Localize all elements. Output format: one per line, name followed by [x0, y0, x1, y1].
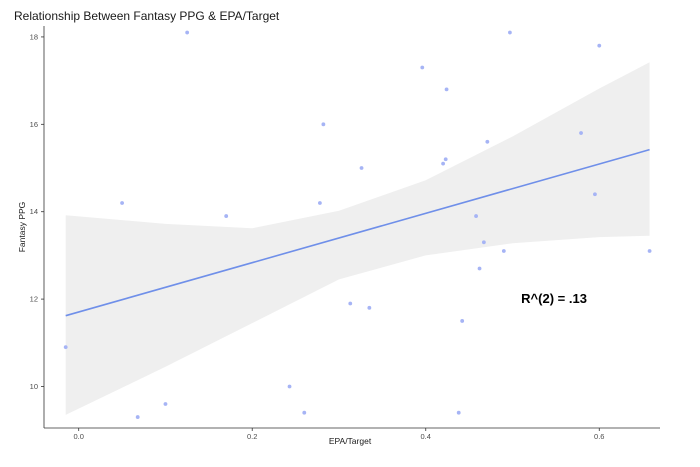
- data-point: [441, 161, 445, 166]
- data-point: [63, 345, 68, 350]
- y-axis-label: Fantasy PPG: [17, 202, 27, 253]
- data-point: [508, 30, 512, 35]
- chart-title: Relationship Between Fantasy PPG & EPA/T…: [14, 9, 280, 23]
- x-tick-label: 0.0: [73, 432, 83, 441]
- y-tick-label: 14: [30, 207, 38, 216]
- confidence-band-layer: [65, 62, 650, 415]
- data-point: [348, 301, 353, 306]
- data-point: [185, 30, 190, 35]
- data-point: [501, 249, 506, 253]
- data-point: [359, 166, 364, 170]
- y-tick-label: 12: [30, 295, 38, 304]
- data-point: [287, 384, 292, 389]
- data-point: [120, 201, 124, 205]
- x-tick-label: 0.2: [247, 432, 257, 441]
- data-point: [593, 192, 597, 197]
- data-point: [302, 410, 307, 415]
- data-point: [317, 201, 322, 205]
- data-point: [224, 214, 229, 218]
- x-tick-label: 0.4: [421, 432, 431, 441]
- y-tick-label: 10: [30, 382, 38, 391]
- data-point: [456, 410, 461, 415]
- y-tick-label: 16: [30, 120, 38, 129]
- data-point: [135, 415, 140, 419]
- r-squared-annotation: R^(2) = .13: [521, 291, 587, 306]
- data-point: [477, 266, 482, 271]
- data-point: [485, 139, 490, 144]
- data-point: [481, 240, 486, 245]
- y-tick-label: 18: [30, 32, 38, 41]
- points-layer: [63, 30, 652, 419]
- x-axis-label: EPA/Target: [329, 436, 372, 446]
- data-point: [474, 214, 478, 218]
- confidence-band: [65, 62, 650, 415]
- data-point: [367, 305, 372, 310]
- data-point: [579, 131, 583, 135]
- regression-line: [65, 148, 650, 317]
- data-point: [647, 249, 652, 253]
- data-point: [460, 319, 465, 323]
- data-point: [420, 65, 425, 70]
- data-point: [163, 402, 168, 406]
- x-tick-label: 0.6: [594, 432, 604, 441]
- trend-line-layer: [65, 148, 650, 317]
- data-point: [597, 43, 602, 48]
- ticks-layer: 0.0 0.2 0.4 0.6 10 12 14 16 18: [30, 32, 605, 441]
- data-point: [443, 157, 448, 162]
- data-point: [444, 87, 449, 92]
- data-point: [321, 122, 326, 127]
